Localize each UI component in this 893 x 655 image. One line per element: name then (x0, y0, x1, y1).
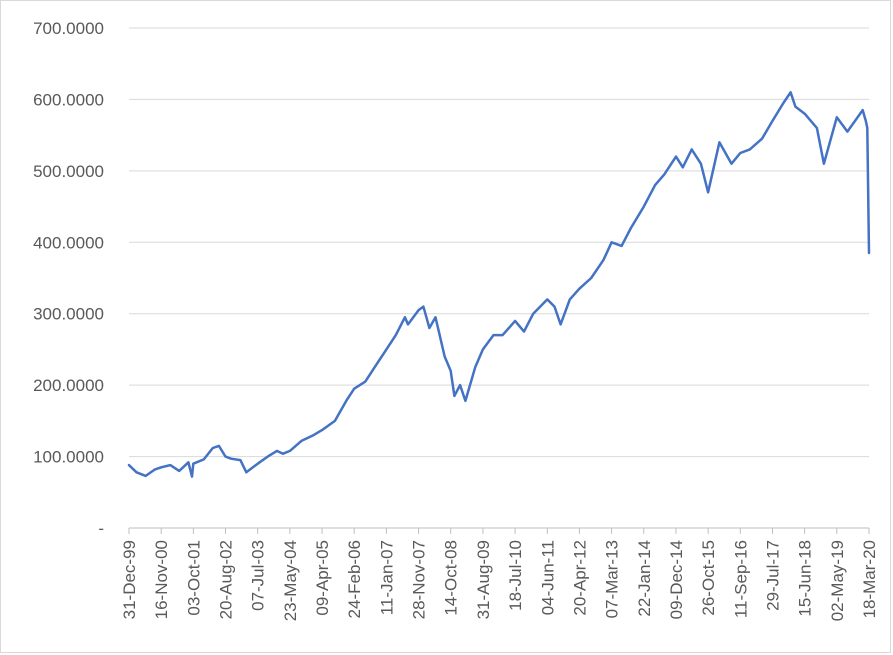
x-tick-label: 16-Nov-00 (152, 540, 171, 619)
x-tick-label: 15-Jun-18 (796, 540, 815, 617)
x-tick-label: 11-Jan-07 (377, 540, 396, 615)
y-tick-label: 100.0000 (33, 448, 104, 467)
x-tick-label: 11-Sep-16 (731, 540, 750, 618)
x-axis-tick-labels: 31-Dec-99 16-Nov-00 03-Oct-01 20-Aug-02 07-J… (120, 540, 879, 621)
x-tick-label: 07-Mar-13 (603, 540, 622, 618)
y-tick-label: 600.0000 (33, 90, 104, 109)
x-tick-label: 28-Nov-07 (410, 540, 429, 619)
x-tick-label: 20-Aug-02 (217, 540, 236, 619)
x-tick-label: 14-Oct-08 (442, 540, 461, 616)
y-tick-label: 300.0000 (33, 305, 104, 324)
x-tick-label: 20-Apr-12 (570, 540, 589, 616)
x-tick-label: 09-Apr-05 (313, 540, 332, 616)
x-tick-label: 24-Feb-06 (345, 540, 364, 618)
y-tick-label: 700.0000 (33, 19, 104, 38)
y-axis-tick-labels: - 100.0000 200.0000 300.0000 400.0000 500.000… (33, 19, 104, 538)
y-tick-label: 500.0000 (33, 162, 104, 181)
x-tick-label: 18-Mar-20 (860, 540, 879, 618)
y-tick-label: 200.0000 (33, 376, 104, 395)
series-line-1 (127, 91, 871, 478)
x-tick-label: 29-Jul-17 (763, 540, 782, 611)
x-axis (128, 527, 870, 534)
y-tick-label: 400.0000 (33, 233, 104, 252)
x-tick-label: 02-May-19 (828, 540, 847, 621)
x-tick-label: 04-Jun-11 (538, 540, 557, 615)
x-tick-label: 18-Jul-10 (506, 540, 525, 611)
x-tick-label: 31-Aug-09 (474, 540, 493, 619)
x-tick-label: 03-Oct-01 (184, 540, 203, 616)
y-tick-label: - (98, 519, 104, 538)
x-tick-label: 22-Jan-14 (635, 540, 654, 617)
x-tick-label: 09-Dec-14 (667, 540, 686, 619)
x-tick-label: 31-Dec-99 (120, 540, 139, 619)
x-tick-label: 23-May-04 (281, 540, 300, 621)
gridlines (129, 27, 869, 458)
x-tick-label: 07-Jul-03 (249, 540, 268, 611)
series-layer (127, 91, 871, 478)
x-tick-label: 26-Oct-15 (699, 540, 718, 616)
